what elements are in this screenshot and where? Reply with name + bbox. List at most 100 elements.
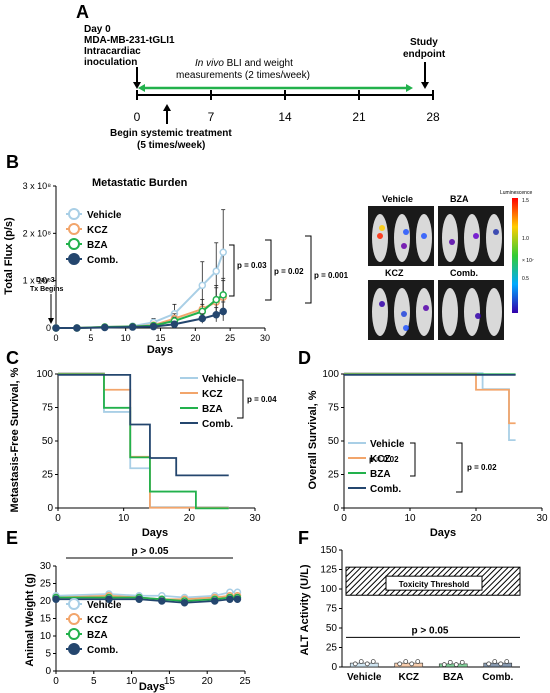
chart-c-y-tick-label: 75 [42,403,54,414]
timeline-tick-label: 7 [208,110,215,124]
mouse-silhouette [464,288,480,336]
bli-signal [401,243,407,249]
chart-b-point [219,307,227,316]
chart-b-x-tick-label: 20 [190,333,200,343]
green-arrowhead-right-icon [406,84,413,92]
chart-e-point [180,599,189,607]
timeline-tick-label: 28 [426,110,440,124]
chart-d-legend-label: KCZ [370,454,391,465]
scale-mid2-label: 0.5 [522,276,529,282]
mouse-silhouette [486,214,502,262]
chart-f-y-tick-label: 150 [320,545,337,556]
chart-c-plot: 0 10 20 30 0 25 50 75 100 Vehicle KCZ BZA Comb. [36,369,261,524]
bli-image-panel: Vehicle BZA KCZ Comb. Luminescence 1.5 1… [368,190,534,340]
chart-e-plot: 0 5 10 15 20 25 0 5 10 15 20 25 30 Vehicle KCZ BZA Comb. [40,561,251,687]
chart-b-x-tick-label: 0 [53,333,58,343]
chart-e-legend-marker [68,613,80,625]
chart-d-series-step [344,372,516,442]
chart-d-legend-label: BZA [370,469,391,480]
chart-b-point [212,295,220,304]
bracket-b-3 [305,235,312,304]
pvalue-d-2: p = 0.02 [467,463,497,472]
chart-f-point [504,659,510,664]
bli-label-comb: Comb. [450,268,478,278]
pvalue-b-2: p = 0.02 [274,267,304,276]
treatment-line-1: Begin systemic treatment [110,128,232,139]
chart-f-point [447,659,453,665]
chart-b-point [101,323,109,332]
chart-b-y-tick-label: 3 x 10⁸ [23,181,52,191]
bracket-b-2 [265,239,272,301]
chart-b-series-line [56,251,225,329]
chart-c-x-tick-label: 10 [118,513,130,524]
chart-e-y-tick-label: 5 [45,649,51,660]
chart-c-series-step [58,373,229,510]
scale-top-label: 1.5 [522,198,529,204]
chart-b-legend-label: Vehicle [87,210,122,221]
chart-f-point [358,659,364,664]
chart-e-x-tick-label: 10 [126,676,138,687]
chart-f-point [453,662,459,668]
chart-b-y-tick-label: 2 x 10⁸ [23,228,52,238]
chart-c-y-tick-label: 50 [42,436,54,447]
chart-e-point [135,595,143,603]
chart-b-point [73,324,81,332]
chart-d-y-tick-label: 0 [333,503,339,514]
chart-c-legend-label: Comb. [202,419,233,430]
chart-c-x-tick-label: 0 [55,513,61,524]
pvalue-c: p = 0.04 [247,395,277,404]
chart-f-point [370,659,376,664]
chart-c-y-tick-label: 0 [47,503,53,514]
green-arrowhead-left-icon [138,84,145,92]
chart-f-bar [394,662,424,668]
chart-e-y-tick-label: 25 [40,579,52,590]
scale-exp-label: × 10⁷ [522,258,534,264]
bli-image-grid [368,206,504,340]
chart-e-x-tick-label: 5 [91,676,97,687]
chart-b-x-tick-label: 5 [88,333,93,343]
chart-f-point [459,659,465,665]
chart-c-series-step [58,373,229,477]
chart-b-point [149,322,158,331]
bli-label-vehicle: Vehicle [382,194,413,204]
panel-letter-f: F [298,528,309,548]
endpoint-line-2: endpoint [403,49,446,60]
mouse-silhouette [394,214,410,262]
endpoint-arrowhead-icon [421,82,429,89]
chart-e-legend-label: KCZ [87,615,108,626]
chart-c-legend-label: Vehicle [202,374,237,385]
bli-legend-title: Luminescence [500,190,532,196]
panel-d: D Overall Survival, % Days 0 10 20 30 0 25 50 7… [298,348,548,539]
bli-signal [403,325,409,331]
chart-b-legend-marker [68,238,80,250]
chart-b-point [170,320,179,328]
bli-signal [403,229,409,235]
annotation-arrowhead-icon [48,318,54,324]
chart-f-point [441,662,447,668]
bli-signal [401,311,407,317]
chart-b-y-tick-label: 1 x 10⁸ [23,276,52,286]
chart-c-y-tick-label: 100 [36,369,53,380]
chart-f-bar [438,663,468,668]
chart-b-legend-marker [68,253,80,265]
bracket-b-1 [229,244,235,297]
chart-c-ylabel: Metastasis-Free Survival, % [9,367,21,512]
chart-e-point [105,595,113,603]
mouse-silhouette [442,214,458,262]
toxicity-threshold-label-box [385,575,483,591]
mouse-silhouette [442,288,458,336]
chart-e-y-tick-label: 20 [40,596,52,607]
bracket-c [237,379,244,419]
chart-b-point [212,310,220,319]
chart-e-x-tick-label: 0 [53,676,59,687]
day0-line-1: Day 0 [84,24,111,35]
chart-e-point [158,597,166,605]
mouse-silhouette [464,214,480,262]
chart-b-point [212,267,220,275]
annotation-tx-begins: Tx Begins [30,286,64,293]
scale-mid-label: 1.0 [522,236,529,242]
pvalue-b-1: p = 0.03 [237,261,267,270]
chart-c-x-tick-label: 20 [184,513,196,524]
day0-arrowhead-icon [133,82,141,89]
